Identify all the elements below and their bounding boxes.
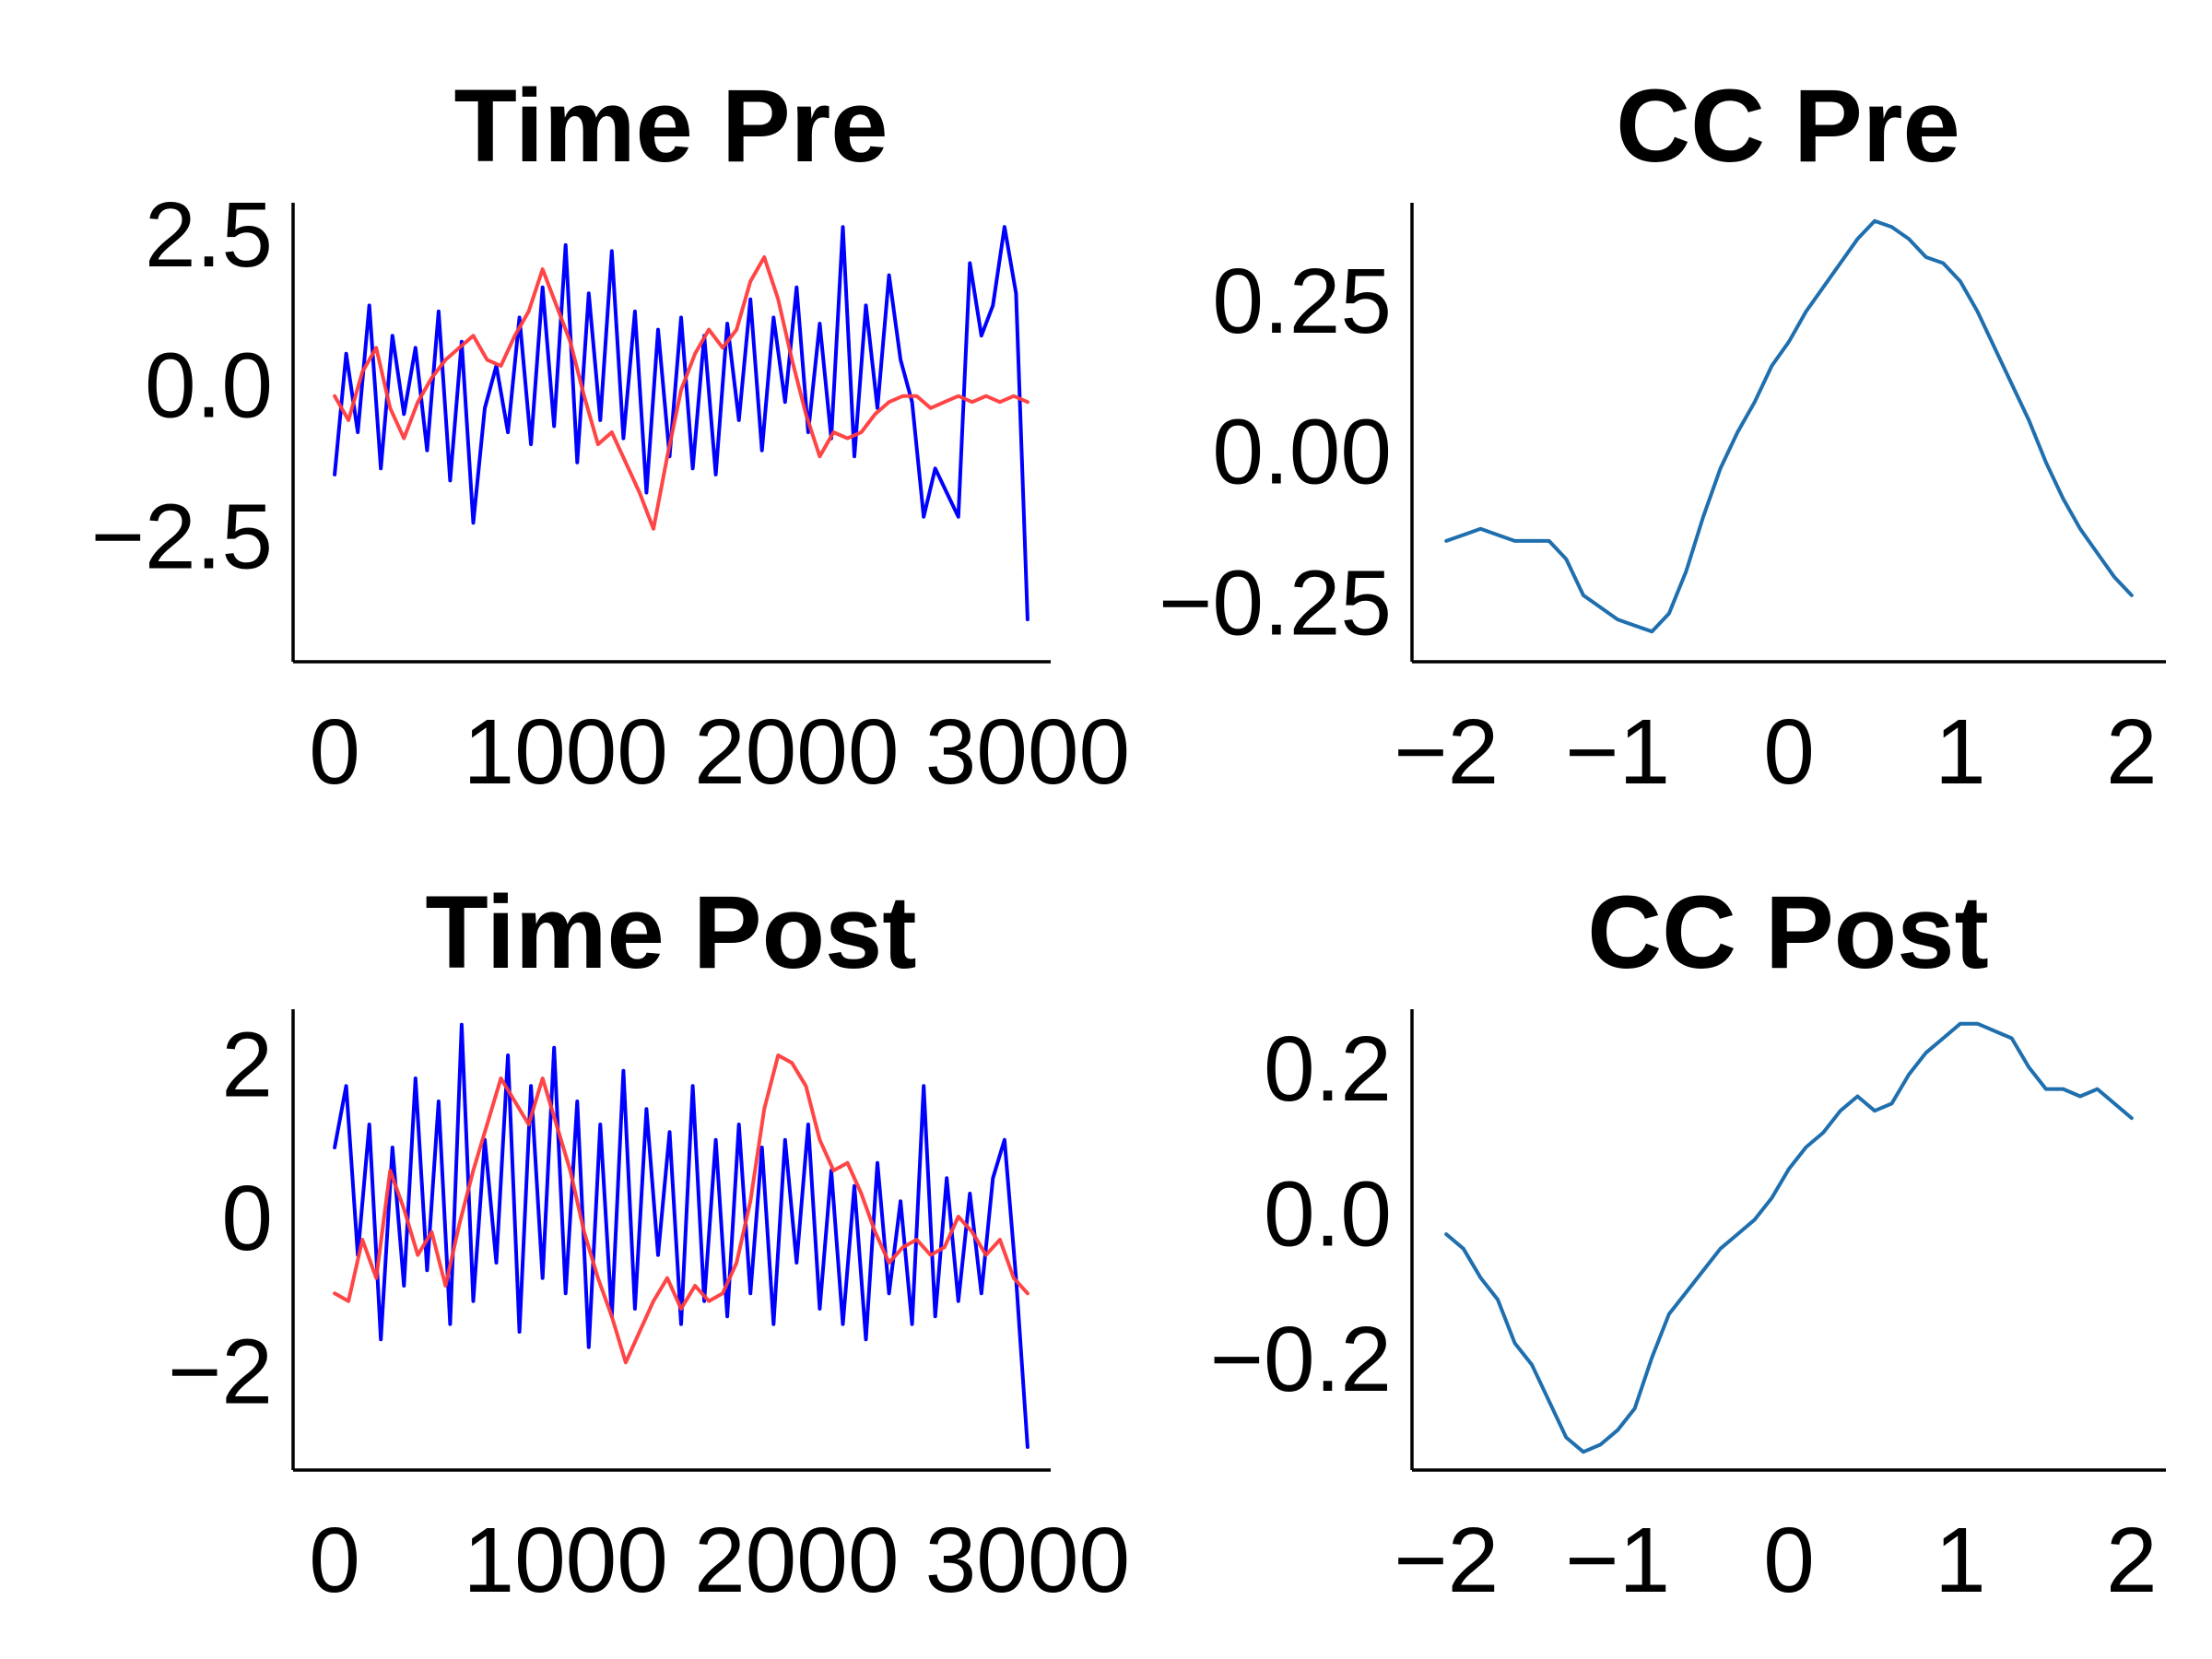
cc-post-panel: CC Post −2 −1 0 1 2 −0.2 0.0 0.2 [1210, 875, 2166, 1612]
cc-pre-y-tick-label: 0.25 [1212, 250, 1392, 353]
cc-pre-panel: CC Pre −2 −1 0 1 2 −0.25 0.00 0.25 [1159, 68, 2166, 804]
time-pre-series-line-1 [333, 255, 1030, 531]
time-post-x-tick-label: 1000 [463, 1509, 667, 1612]
time-pre-series-line-0 [333, 225, 1030, 622]
cc-post-y-tick-label: 0.2 [1264, 1018, 1392, 1121]
cc-pre-x-tick-label: −2 [1394, 700, 1499, 804]
cc-pre-y-tick-label: 0.00 [1212, 401, 1392, 504]
cc-pre-x-tick-label: 0 [1763, 700, 1815, 804]
cc-pre-x-tick-label: −1 [1565, 700, 1670, 804]
time-post-x-tick-label: 0 [309, 1509, 360, 1612]
cc-pre-x-tick-label: 1 [1935, 700, 1986, 804]
cc-post-series-line-0 [1444, 1021, 2134, 1454]
cc-post-x-tick-label: −1 [1565, 1509, 1670, 1612]
time-pre-x-tick-label: 1000 [463, 700, 667, 804]
time-pre-x-tick-label: 2000 [694, 700, 899, 804]
time-pre-x-tick-label: 0 [309, 700, 360, 804]
time-post-series-line-0 [333, 1022, 1030, 1449]
time-post-y-tick-label: −2 [168, 1321, 273, 1424]
time-pre-x-tick-label: 3000 [925, 700, 1130, 804]
time-pre-y-tick-label: −2.5 [91, 485, 273, 588]
cc-pre-series-line-0 [1444, 218, 2134, 634]
cc-post-x-tick-label: 1 [1935, 1509, 1986, 1612]
cc-post-x-tick-label: 2 [2106, 1509, 2158, 1612]
time-post-x-tick-label: 3000 [925, 1509, 1130, 1612]
time-pre-y-tick-label: 2.5 [145, 183, 273, 287]
time-pre-y-tick-label: 0.0 [145, 335, 273, 438]
cc-pre-x-tick-label: 2 [2106, 700, 2158, 804]
time-post-series-line-1 [333, 1053, 1030, 1365]
cc-post-y-tick-label: −0.2 [1210, 1308, 1392, 1411]
time-pre-panel: Time Pre 0 1000 2000 3000 −2.5 0.0 2.5 [91, 68, 1131, 804]
time-post-panel: Time Post 0 1000 2000 3000 −2 0 2 [168, 875, 1130, 1612]
time-post-title: Time Post [425, 875, 916, 990]
cc-pre-y-tick-label: −0.25 [1159, 552, 1392, 655]
cc-pre-title: CC Pre [1616, 68, 1959, 183]
time-post-y-tick-label: 2 [221, 1013, 273, 1116]
time-post-x-tick-label: 2000 [694, 1509, 899, 1612]
time-pre-title: Time Pre [453, 68, 888, 183]
cc-post-x-tick-label: −2 [1394, 1509, 1499, 1612]
time-post-y-tick-label: 0 [221, 1167, 273, 1270]
cc-post-title: CC Post [1587, 875, 1989, 990]
cc-post-y-tick-label: 0.0 [1264, 1163, 1392, 1266]
cc-post-x-tick-label: 0 [1763, 1509, 1815, 1612]
